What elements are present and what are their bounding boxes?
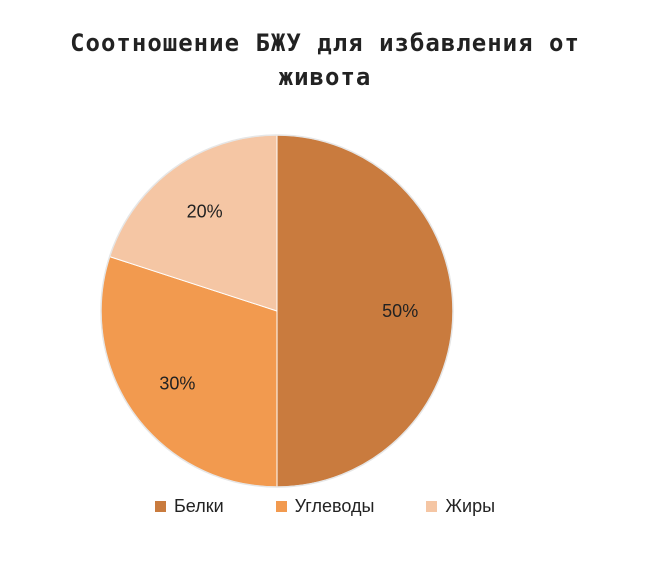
- legend-item-zhiry: Жиры: [426, 496, 495, 517]
- chart-title-line-1: Соотношение БЖУ для избавления от: [70, 29, 580, 57]
- pie-outline: [100, 134, 454, 488]
- legend-swatch-belki: [154, 501, 166, 512]
- legend-label-uglevody: Углеводы: [294, 496, 375, 516]
- chart-title-line-2: живота: [278, 63, 372, 91]
- legend-label-belki: Белки: [173, 496, 224, 516]
- legend-item-belki: Белки: [154, 496, 224, 517]
- chart-title: Соотношение БЖУ для избавления от живота: [0, 26, 650, 94]
- legend-item-uglevody: Углеводы: [275, 496, 375, 517]
- legend-swatch-uglevody: [275, 501, 287, 512]
- data-label-uglevody: 30%: [159, 373, 195, 393]
- legend-label-zhiry: Жиры: [445, 496, 496, 516]
- data-label-belki: 50%: [382, 301, 418, 321]
- pie-slice-belki: [276, 134, 454, 488]
- legend: Белки Углеводы Жиры: [0, 496, 650, 517]
- data-label-zhiry: 20%: [187, 201, 223, 221]
- legend-swatch-zhiry: [426, 501, 438, 512]
